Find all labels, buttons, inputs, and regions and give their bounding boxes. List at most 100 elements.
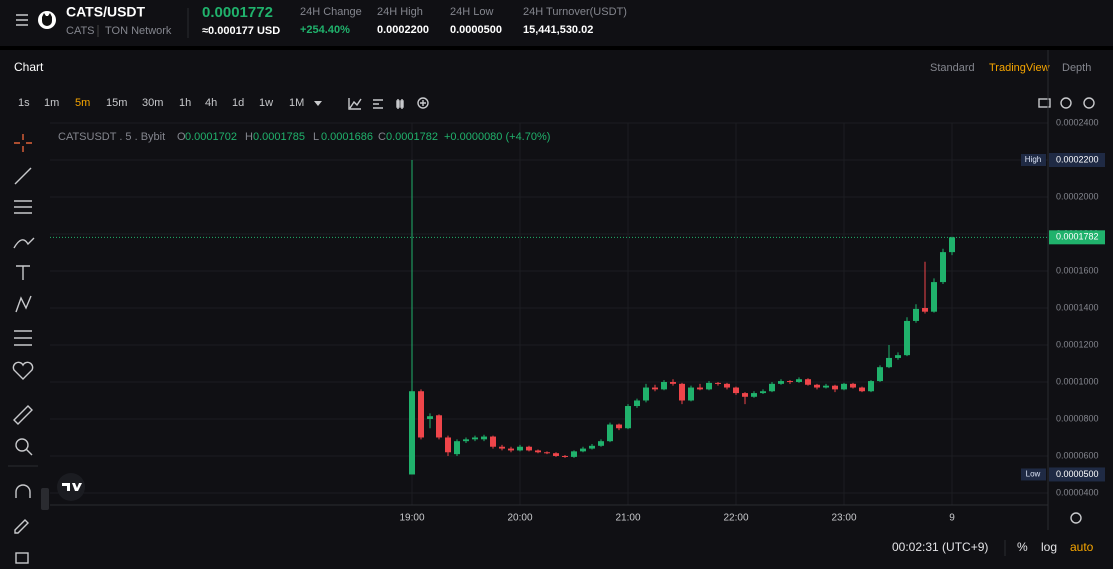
candle-body [589, 445, 595, 449]
candle-body [436, 415, 442, 438]
candle-body [634, 400, 640, 407]
candle-body [688, 387, 694, 401]
view-tab[interactable]: Depth [1062, 62, 1091, 74]
candle-body [778, 381, 784, 384]
scale-option[interactable]: % [1017, 540, 1028, 554]
candle-body [643, 387, 649, 401]
marker-tag [1021, 153, 1046, 166]
dropdown-caret[interactable] [314, 101, 322, 106]
candle-body [508, 448, 514, 451]
tv-logo-mark [62, 483, 82, 491]
legend-key: C [378, 131, 386, 143]
candle-body [517, 446, 523, 451]
stat-value: 0.0002200 [377, 24, 429, 36]
usd-price: ≈0.000177 USD [202, 25, 280, 37]
candle-body [445, 437, 451, 453]
interval[interactable]: 1M [289, 97, 304, 109]
last-price-label: 0.0001782 [1056, 232, 1099, 242]
x-tick-label: 20:00 [507, 513, 532, 524]
interval[interactable]: 15m [106, 97, 127, 109]
scale-option[interactable]: auto [1070, 540, 1094, 554]
clock: 00:02:31 (UTC+9) [892, 540, 988, 554]
marker-value: 0.0002200 [1056, 154, 1099, 164]
view-tab[interactable]: TradingView [989, 62, 1050, 74]
y-tick-label: 0.0001400 [1056, 302, 1099, 312]
candle-body [751, 393, 757, 397]
interval[interactable]: 5m [75, 97, 90, 109]
interval[interactable]: 1d [232, 97, 244, 109]
candle-body [733, 387, 739, 394]
y-tick-label: 0.0001200 [1056, 339, 1099, 349]
candle-body [679, 383, 685, 401]
legend-value: 0.0001785 [253, 131, 305, 143]
interval[interactable]: 30m [142, 97, 163, 109]
candle-body [931, 282, 937, 312]
legend-value: 0.0001782 [386, 131, 438, 143]
view-tab[interactable]: Standard [930, 62, 975, 74]
y-tick-label: 0.0002400 [1056, 117, 1099, 127]
last-price: 0.0001772 [202, 4, 273, 21]
candle-body [562, 455, 568, 457]
tv-logo [57, 473, 85, 501]
candle-body [454, 441, 460, 455]
plot-area [50, 123, 1048, 505]
marker-box [1049, 467, 1105, 482]
symbol-legend: CATSUSDT . 5 . Bybit [58, 131, 165, 143]
candle-body [616, 424, 622, 429]
cat-logo [42, 13, 52, 26]
candle-body [526, 446, 532, 451]
legend-key: O [177, 131, 186, 143]
stat-value: 0.0000500 [450, 24, 502, 36]
candle-body [697, 387, 703, 390]
candle-body [904, 320, 910, 356]
candle-body [742, 393, 748, 397]
candle-body [553, 453, 559, 456]
drawing-toolbar[interactable] [12, 134, 35, 564]
y-tick-label: 0.0001000 [1056, 376, 1099, 386]
settings-icon[interactable] [1070, 512, 1082, 524]
pair[interactable]: CATS/USDT [66, 4, 146, 20]
interval[interactable]: 1m [44, 97, 59, 109]
indicator-icons[interactable] [348, 97, 1095, 110]
candle-body [463, 439, 469, 442]
candle-body [859, 387, 865, 392]
candle-body [814, 384, 820, 388]
collapse-button[interactable] [41, 488, 49, 510]
stat-value: 15,441,530.02 [523, 24, 593, 36]
candle-body [490, 436, 496, 447]
stat-value: +254.40% [300, 24, 350, 36]
menu-icon[interactable] [16, 14, 28, 26]
interval[interactable]: 1s [18, 97, 30, 109]
chart-tab: Chart [14, 60, 44, 74]
scale-option[interactable]: log [1041, 540, 1057, 554]
candle-body [706, 382, 712, 390]
candle-body [598, 441, 604, 446]
y-tick-label: 0.0001600 [1056, 265, 1099, 275]
candle-body [481, 436, 487, 440]
candle-body [472, 437, 478, 440]
interval[interactable]: 4h [205, 97, 217, 109]
candle-body [760, 391, 766, 394]
candle-body [418, 391, 424, 438]
x-tick-label: 21:00 [615, 513, 640, 524]
separator [0, 46, 1113, 50]
marker-value: 0.0000500 [1056, 469, 1099, 479]
stat-label: 24H High [377, 6, 423, 18]
marker-name: Low [1026, 470, 1041, 479]
legend-value: 0.0001686 [321, 131, 373, 143]
candle-body [805, 379, 811, 385]
candle-body [670, 381, 676, 384]
y-tick-label: 0.0002000 [1056, 191, 1099, 201]
candle-body [535, 450, 541, 453]
interval[interactable]: 1w [259, 97, 273, 109]
last-price-box [1049, 230, 1105, 245]
stat-label: 24H Change [300, 6, 362, 18]
legend-value: 0.0001702 [185, 131, 237, 143]
interval[interactable]: 1h [179, 97, 191, 109]
header-bar [0, 0, 1113, 46]
y-tick-label: 0.0000400 [1056, 487, 1099, 497]
candle-body [895, 355, 901, 358]
candle-body [661, 381, 667, 390]
network: TON Network [105, 25, 172, 37]
x-tick-label: 22:00 [723, 513, 748, 524]
